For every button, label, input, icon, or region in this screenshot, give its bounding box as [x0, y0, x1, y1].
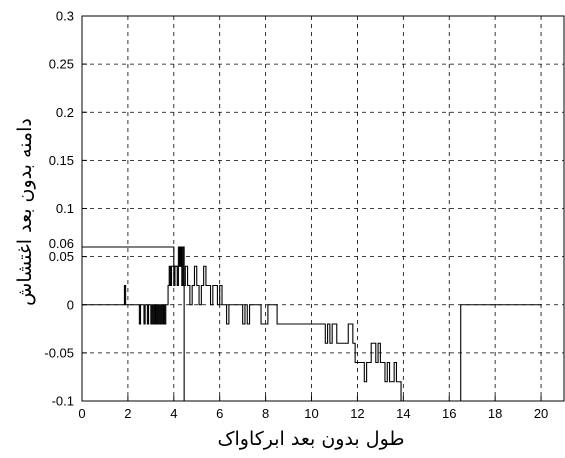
x-tick-label: 16 [442, 406, 456, 421]
x-tick-label: 0 [78, 406, 85, 421]
x-tick-label: 6 [216, 406, 223, 421]
x-axis-label: طول بدون بعد ابرکاواک [217, 428, 404, 450]
y-tick-labels: -0.1 -0.05 0 0.05 0.1 0.15 0.2 0.25 0.3 [44, 9, 87, 409]
x-tick-label: 18 [488, 406, 502, 421]
y-tick-label: 0.25 [49, 57, 74, 72]
y-tick-label: 0.3 [56, 9, 74, 24]
x-tick-label: 4 [170, 406, 177, 421]
y-tick-label: 0.05 [49, 249, 74, 264]
x-tick-label: 8 [262, 406, 269, 421]
y-tick-label: 0 [67, 297, 74, 312]
x-tick-labels: 0 2 4 6 8 10 12 14 16 18 20 [78, 396, 548, 421]
y-tick-label: -0.1 [52, 394, 74, 409]
y-annotation-label: 0.06 [49, 236, 74, 251]
x-tick-label: 10 [304, 406, 318, 421]
series-group [82, 246, 542, 402]
x-tick-label: 20 [534, 406, 548, 421]
y-tick-label: 0.2 [56, 105, 74, 120]
y-tick-label: -0.05 [44, 345, 74, 360]
x-tick-label: 14 [396, 406, 410, 421]
x-tick-label: 12 [350, 406, 364, 421]
y-tick-label: 0.1 [56, 201, 74, 216]
grid-lines [82, 16, 564, 401]
series-line-2 [82, 246, 404, 402]
y-tick-label: 0.15 [49, 153, 74, 168]
annotations: 0.06 [49, 236, 74, 251]
x-tick-label: 2 [124, 406, 131, 421]
y-axis-label: دامنه بدون بعد اغتشاش [14, 118, 36, 306]
series-line-3 [460, 304, 542, 401]
